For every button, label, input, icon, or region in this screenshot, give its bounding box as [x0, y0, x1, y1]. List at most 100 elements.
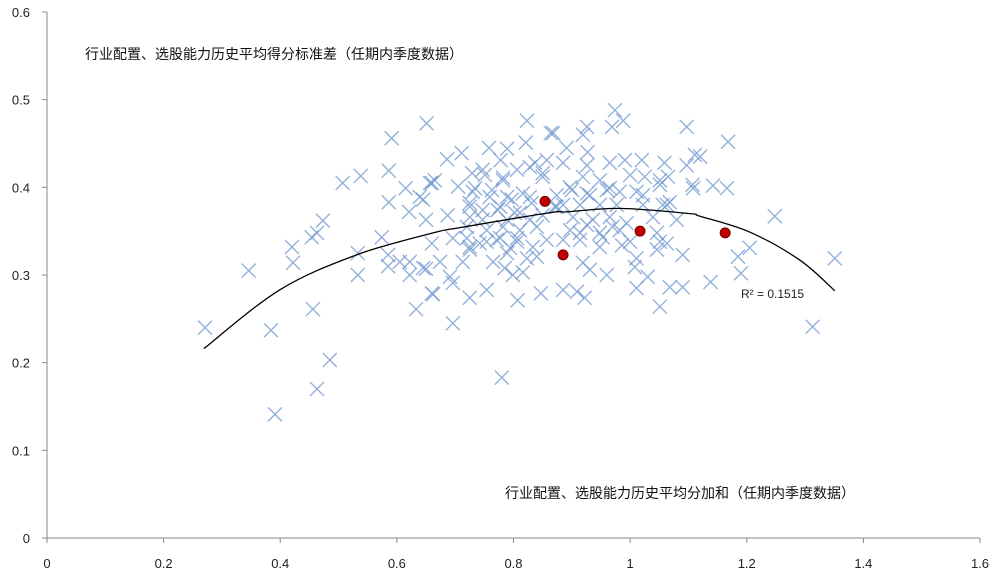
x-marker-stroke [549, 199, 565, 215]
x-marker [612, 222, 628, 238]
x-marker-stroke [424, 285, 440, 301]
x-marker-stroke [519, 113, 535, 129]
x-marker [424, 285, 440, 301]
x-marker-stroke [432, 254, 448, 270]
x-marker-stroke [555, 155, 571, 171]
x-marker-stroke [418, 212, 434, 228]
x-marker [549, 187, 565, 203]
x-marker-stroke [612, 222, 628, 238]
x-marker-stroke [440, 207, 456, 223]
x-marker [582, 262, 598, 278]
x-marker-stroke [499, 141, 515, 157]
x-marker-stroke [742, 240, 758, 256]
x-marker [602, 155, 618, 171]
x-marker [687, 147, 703, 163]
x-marker [652, 177, 668, 193]
x-marker-stroke [645, 209, 661, 225]
x-marker-stroke [455, 254, 471, 270]
x-marker-stroke [509, 230, 525, 246]
x-marker-stroke [572, 197, 588, 213]
x-marker [599, 267, 615, 283]
x-marker [492, 230, 508, 246]
x-marker-stroke [284, 239, 300, 255]
x-marker-stroke [454, 145, 470, 161]
x-marker-stroke [622, 234, 638, 250]
x-marker [509, 230, 525, 246]
y-tick-label: 0.5 [12, 93, 30, 108]
x-marker [512, 222, 528, 238]
x-marker [241, 263, 257, 279]
x-marker-stroke [464, 165, 480, 181]
x-marker-stroke [579, 157, 595, 173]
x-marker-stroke [519, 250, 535, 266]
x-marker [499, 141, 515, 157]
x-marker-stroke [730, 249, 746, 265]
x-marker [635, 187, 651, 203]
highlight-point [719, 227, 731, 239]
x-marker [309, 381, 325, 397]
x-marker-stroke [384, 130, 400, 146]
x-marker-stroke [687, 147, 703, 163]
x-marker [827, 250, 843, 266]
x-marker-stroke [467, 180, 483, 196]
y-tick-label: 0.3 [12, 268, 30, 283]
bottom-annotation: 行业配置、选股能力历史平均分加和（任期内季度数据） [505, 486, 855, 502]
x-marker [464, 165, 480, 181]
x-marker [595, 229, 611, 245]
x-marker-stroke [579, 119, 595, 135]
x-marker-stroke [543, 125, 559, 141]
x-marker-stroke [415, 260, 431, 276]
x-marker-stroke [335, 175, 351, 191]
x-marker [427, 172, 443, 188]
x-marker [585, 212, 601, 228]
x-marker [579, 157, 595, 173]
x-marker-stroke [733, 265, 749, 281]
x-marker [455, 254, 471, 270]
x-tick-label: 1.4 [854, 556, 872, 571]
x-marker-stroke [599, 182, 615, 198]
x-marker-stroke [374, 229, 390, 245]
x-marker [637, 169, 653, 185]
x-marker [612, 184, 628, 200]
x-marker-stroke [477, 167, 493, 183]
x-marker-stroke [419, 115, 435, 131]
x-marker [679, 119, 695, 135]
x-marker-stroke [322, 352, 338, 368]
x-marker [629, 280, 645, 296]
x-tick-label: 0.4 [271, 556, 289, 571]
x-marker-stroke [607, 102, 623, 118]
x-marker-stroke [533, 285, 549, 301]
x-marker-stroke [580, 144, 596, 160]
x-marker-stroke [462, 199, 478, 215]
x-marker-stroke [579, 185, 595, 201]
x-tick-label: 1.6 [971, 556, 989, 571]
x-marker-stroke [481, 140, 497, 156]
x-marker [555, 282, 571, 298]
x-marker-stroke [675, 247, 691, 263]
x-marker [592, 172, 608, 188]
x-marker-stroke [805, 319, 821, 335]
x-marker [350, 267, 366, 283]
x-marker-stroke [398, 180, 414, 196]
x-marker-stroke [484, 182, 500, 198]
x-marker-stroke [515, 264, 531, 280]
x-marker-stroke [315, 213, 331, 229]
x-marker-stroke [705, 178, 721, 194]
x-marker-stroke [562, 222, 578, 238]
x-marker [607, 102, 623, 118]
x-marker-stroke [629, 280, 645, 296]
x-marker [509, 234, 525, 250]
x-marker-stroke [525, 239, 541, 255]
x-marker-stroke [522, 189, 538, 205]
x-marker [652, 299, 668, 315]
x-marker [602, 180, 618, 196]
x-marker-stroke [629, 184, 645, 200]
x-marker-stroke [353, 168, 369, 184]
x-marker-stroke [675, 279, 691, 295]
x-marker [525, 239, 541, 255]
x-marker [562, 179, 578, 195]
x-marker [685, 177, 701, 193]
x-marker-stroke [439, 151, 455, 167]
x-marker-stroke [445, 275, 461, 291]
